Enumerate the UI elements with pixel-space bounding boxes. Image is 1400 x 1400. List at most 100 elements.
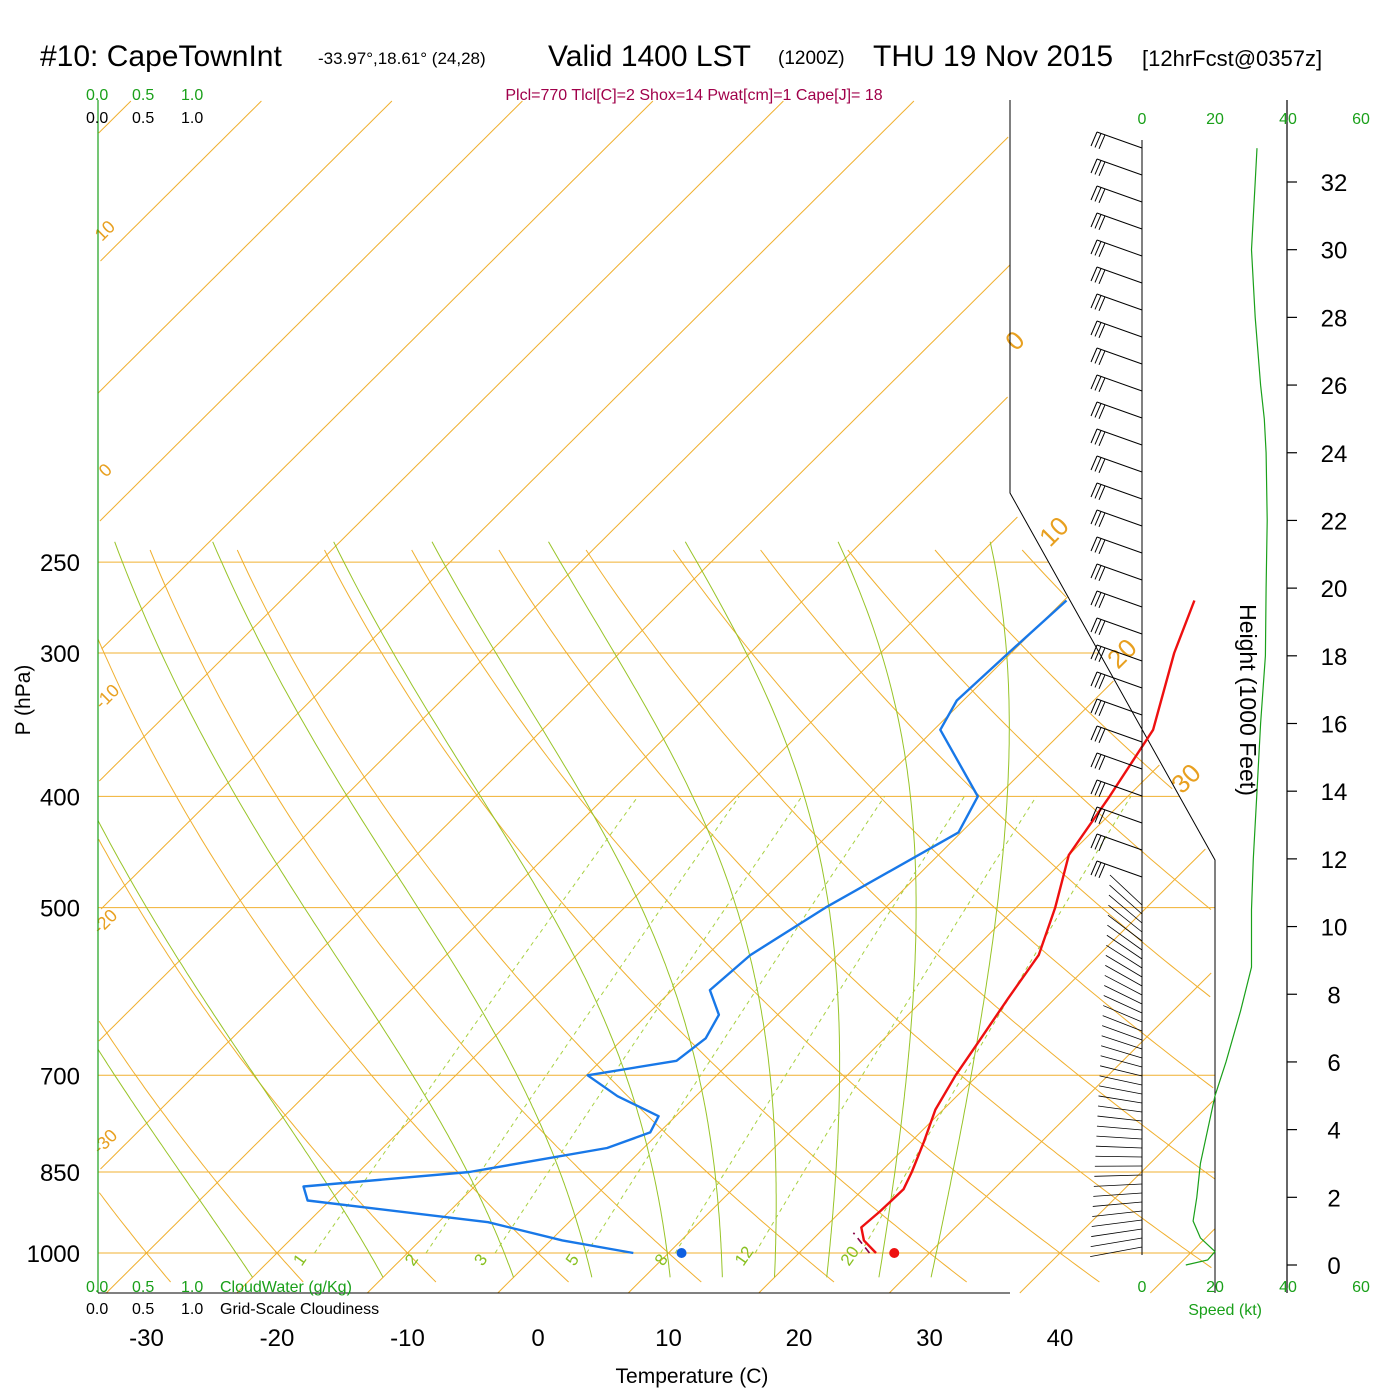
- speed-tick-top-20: 20: [1206, 111, 1224, 128]
- wind-barb: [1096, 1125, 1143, 1131]
- wind-barb-feather: [1090, 158, 1098, 174]
- height-axis-label: Height (1000 Feet): [1235, 604, 1261, 796]
- wind-barb-feather: [1090, 563, 1098, 579]
- isotherm: [497, 680, 1114, 1294]
- wind-barb: [1096, 671, 1143, 689]
- mixing-ratio-line: [314, 796, 639, 1254]
- wind-barb: [1092, 1201, 1143, 1207]
- temperature-tick--30: -30: [129, 1325, 164, 1352]
- speed-tick-top-60: 60: [1352, 111, 1370, 128]
- wind-barb: [1096, 482, 1143, 500]
- temperature-tick-0: 0: [531, 1325, 544, 1352]
- wind-barb-feather: [1094, 133, 1102, 148]
- moist-adiabat: [684, 541, 841, 1278]
- wind-barb: [1096, 347, 1143, 365]
- wind-barb: [1096, 320, 1143, 338]
- pressure-tick-400: 400: [40, 784, 80, 811]
- wind-barb: [1105, 955, 1143, 978]
- mixing-ratio-line: [674, 796, 965, 1254]
- moist-adiabat: [333, 541, 671, 1278]
- wind-barb-feather: [1094, 727, 1102, 742]
- cloudiness-scale-top-2: 1.0: [181, 110, 203, 127]
- height-tick-20: 20: [1321, 576, 1348, 603]
- speed-tick-bottom-40: 40: [1279, 1279, 1297, 1296]
- wind-barb-feather: [1094, 646, 1102, 661]
- mixing-ratio-label: 20: [837, 1243, 863, 1269]
- wind-barb-feather: [1094, 457, 1102, 472]
- wind-barb-feather: [1094, 754, 1102, 769]
- wind-barb-feather: [1098, 593, 1106, 608]
- dry-adiabat: [98, 839, 437, 1283]
- wind-barb-feather: [1094, 349, 1102, 364]
- wind-barb: [1096, 752, 1143, 770]
- cloudiness-scale-bottom-0: 0.0: [86, 1301, 108, 1318]
- wind-barb-feather: [1090, 428, 1098, 444]
- cloudwater-scale-bottom-1: 0.5: [132, 1279, 154, 1296]
- wind-barb-feather: [1090, 374, 1098, 390]
- wind-barb: [1096, 563, 1143, 581]
- moist-adiabat: [431, 541, 723, 1278]
- wind-barb: [1109, 874, 1143, 906]
- dry-adiabat: [1021, 549, 1067, 598]
- wind-barb: [1099, 1075, 1143, 1086]
- height-tick-18: 18: [1321, 644, 1348, 671]
- wind-barb: [1098, 1095, 1143, 1104]
- height-tick-26: 26: [1321, 373, 1348, 400]
- height-tick-16: 16: [1321, 712, 1348, 739]
- isotherm: [100, 264, 1011, 1170]
- chart-title: #10: CapeTownInt -33.97°,18.61° (24,28) …: [40, 40, 1322, 73]
- wind-barb-feather: [1094, 700, 1102, 715]
- wind-barb: [1091, 1219, 1143, 1227]
- isotherm: [100, 100, 262, 262]
- cloudwater-scale-bottom-2: 1.0: [181, 1279, 203, 1296]
- wind-barb-feather: [1094, 511, 1102, 526]
- wind-barb-feather: [1098, 350, 1106, 365]
- wind-barb: [1097, 1115, 1143, 1122]
- wind-barb-feather: [1098, 377, 1106, 392]
- wind-barb-feather: [1090, 131, 1098, 147]
- wind-barb-feather: [1090, 590, 1098, 606]
- height-tick-28: 28: [1321, 305, 1348, 332]
- valid-date: THU 19 Nov 2015: [873, 40, 1113, 73]
- pressure-tick-1000: 1000: [27, 1241, 80, 1268]
- pressure-tick-labels: 250 300 400 500 700 850 1000: [27, 550, 80, 1268]
- dry-adiabat: [98, 1020, 304, 1283]
- wind-barb-feather: [1090, 266, 1098, 282]
- mixing-ratio-line: [425, 796, 740, 1254]
- wind-barb-feather: [1090, 212, 1098, 228]
- speed-tick-top-0: 0: [1138, 111, 1147, 128]
- wind-barb-feather: [1094, 781, 1102, 796]
- wind-barb-feather: [1090, 644, 1098, 660]
- height-tick-12: 12: [1321, 847, 1348, 874]
- wind-barb-feather: [1098, 836, 1106, 851]
- series-temperature: [860, 600, 1196, 1254]
- cloudiness-label: Grid-Scale Cloudiness: [220, 1301, 379, 1318]
- wind-barb: [1093, 1192, 1143, 1197]
- dry-adiabat: [411, 549, 1100, 1283]
- series-dewpoint: [302, 599, 1068, 1255]
- wind-barb: [1109, 884, 1143, 915]
- wind-barb-feather: [1098, 296, 1106, 311]
- mixing-ratio-label: 12: [731, 1243, 757, 1269]
- wind-barb: [1090, 1237, 1143, 1248]
- isotherm: [1149, 1228, 1215, 1294]
- pressure-tick-700: 700: [40, 1063, 80, 1090]
- dry-adiabat: [847, 549, 1212, 910]
- isotherm: [98, 100, 132, 134]
- wind-barb: [1108, 894, 1143, 924]
- x-axis-label: Temperature (C): [616, 1365, 769, 1388]
- isotherm: [98, 136, 1009, 1042]
- wind-barb-feather: [1094, 673, 1102, 688]
- wind-barb-feather: [1090, 293, 1098, 309]
- wind-barb: [1104, 985, 1143, 1005]
- wind-barb: [1096, 374, 1143, 392]
- wind-barb: [1098, 1085, 1143, 1095]
- wind-barb-feather: [1098, 512, 1106, 527]
- moist-adiabat: [97, 1049, 253, 1278]
- cloudwater-scale-top-2: 1.0: [181, 87, 203, 104]
- moist-adiabat: [212, 541, 593, 1278]
- isotherm-label: 10: [91, 217, 119, 245]
- wind-barb: [1095, 1155, 1143, 1158]
- isotherm: [105, 396, 1008, 1294]
- wind-barb-feather: [1090, 536, 1098, 552]
